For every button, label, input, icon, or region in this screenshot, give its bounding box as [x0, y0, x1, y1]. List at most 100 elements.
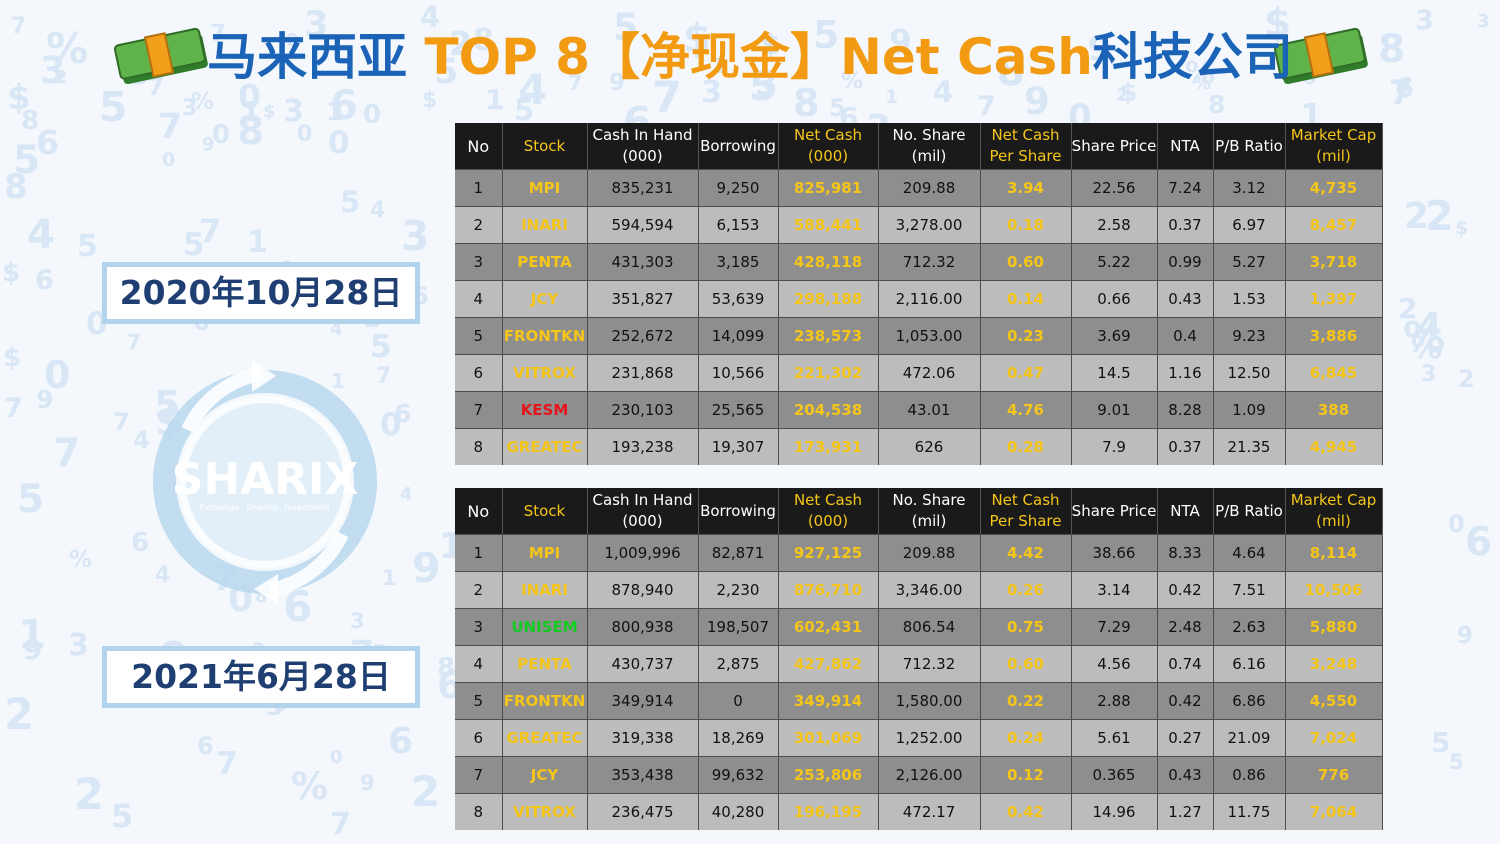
cell-nta: 0.43	[1157, 756, 1214, 794]
logo-tagline: Exchange . Sharing . Investment	[200, 503, 330, 512]
header-line-1: NTA	[1170, 136, 1200, 155]
cell-nta: 0.42	[1157, 682, 1214, 720]
table-row: 1 MPI 1,009,996 82,871 927,125 209.88 4.42 38.6…	[455, 534, 1383, 572]
cell-share-price: 5.22	[1071, 243, 1158, 281]
header-line-1: Net Cash	[793, 491, 863, 509]
cell-stock: KESM	[502, 391, 588, 429]
cell-borrowing: 2,875	[698, 645, 779, 683]
cell-nta: 0.74	[1157, 645, 1214, 683]
cell-no-share: 712.32	[878, 645, 981, 683]
cell-share-price: 2.88	[1071, 682, 1158, 720]
cell-no: 3	[455, 608, 503, 646]
cell-pb-ratio: 9.23	[1213, 317, 1286, 355]
cell-net-cash-per-share: 0.42	[980, 793, 1072, 830]
cell-share-price: 9.01	[1071, 391, 1158, 429]
cell-no: 2	[455, 206, 503, 244]
header-no: No	[455, 488, 503, 535]
header-line-1: Share Price	[1071, 136, 1157, 155]
cell-net-cash: 588,441	[778, 206, 879, 244]
table-header-row: No Stock Cash In Hand (000) Borrowing Net Cas…	[455, 488, 1383, 535]
header-cash-in-hand: Cash In Hand (000)	[587, 488, 699, 535]
header-stock: Stock	[502, 488, 588, 535]
cell-borrowing: 3,185	[698, 243, 779, 281]
cell-no-share: 1,252.00	[878, 719, 981, 757]
header-pb-ratio: P/B Ratio	[1213, 488, 1286, 535]
cell-net-cash-per-share: 0.24	[980, 719, 1072, 757]
cell-borrowing: 198,507	[698, 608, 779, 646]
header-line-1: P/B Ratio	[1215, 136, 1283, 155]
cell-cash-in-hand: 800,938	[587, 608, 699, 646]
cell-pb-ratio: 2.63	[1213, 608, 1286, 646]
header-line-2: (mil)	[1316, 147, 1351, 165]
cell-borrowing: 99,632	[698, 756, 779, 794]
header-stock: Stock	[502, 123, 588, 170]
cell-cash-in-hand: 353,438	[587, 756, 699, 794]
cell-cash-in-hand: 193,238	[587, 428, 699, 465]
cell-share-price: 3.69	[1071, 317, 1158, 355]
cell-net-cash: 876,710	[778, 571, 879, 609]
cell-share-price: 3.14	[1071, 571, 1158, 609]
header-line-1: Cash In Hand	[592, 491, 693, 509]
cell-market-cap: 5,880	[1285, 608, 1383, 646]
cell-share-price: 0.66	[1071, 280, 1158, 318]
cell-borrowing: 18,269	[698, 719, 779, 757]
header-line-1: No. Share	[892, 491, 966, 509]
cell-net-cash-per-share: 0.12	[980, 756, 1072, 794]
sharix-logo: SHARIX Exchange . Sharing . Investment	[153, 360, 377, 604]
cell-net-cash-per-share: 0.28	[980, 428, 1072, 465]
header-line-1: Stock	[523, 136, 566, 155]
cell-share-price: 22.56	[1071, 169, 1158, 207]
cell-market-cap: 3,248	[1285, 645, 1383, 683]
title-part-2: TOP 8【净现金】Net Cash	[424, 28, 1093, 86]
cell-net-cash: 927,125	[778, 534, 879, 572]
cell-no: 6	[455, 719, 503, 757]
header-market-cap: Market Cap (mil)	[1285, 123, 1383, 170]
cell-net-cash: 196,195	[778, 793, 879, 830]
cell-net-cash-per-share: 4.42	[980, 534, 1072, 572]
cell-no-share: 626	[878, 428, 981, 465]
header-line-2: (mil)	[911, 512, 947, 530]
header-line-1: Net Cash	[991, 126, 1060, 144]
cell-pb-ratio: 12.50	[1213, 354, 1286, 392]
cell-market-cap: 4,735	[1285, 169, 1383, 207]
header-line-2: (000)	[622, 147, 663, 165]
table-row: 5 FRONTKN 349,914 0 349,914 1,580.00 0.22 2.88 0…	[455, 682, 1383, 720]
cell-pb-ratio: 21.09	[1213, 719, 1286, 757]
cell-no: 8	[455, 793, 503, 830]
cell-net-cash: 221,302	[778, 354, 879, 392]
cell-nta: 0.42	[1157, 571, 1214, 609]
header-net-cash: Net Cash (000)	[778, 123, 879, 170]
cell-cash-in-hand: 431,303	[587, 243, 699, 281]
cell-pb-ratio: 1.53	[1213, 280, 1286, 318]
header-cash-in-hand: Cash In Hand (000)	[587, 123, 699, 170]
cell-net-cash-per-share: 0.75	[980, 608, 1072, 646]
table-row: 6 GREATEC 319,338 18,269 301,069 1,252.00 0.24…	[455, 719, 1383, 757]
table-row: 2 INARI 878,940 2,230 876,710 3,346.00 0.26 3.1…	[455, 571, 1383, 609]
cell-borrowing: 0	[698, 682, 779, 720]
cell-pb-ratio: 1.09	[1213, 391, 1286, 429]
cell-pb-ratio: 6.16	[1213, 645, 1286, 683]
date-label-2020: 2020年10月28日	[102, 262, 420, 324]
table-row: 5 FRONTKN 252,672 14,099 238,573 1,053.00 0.23…	[455, 317, 1383, 355]
header-line-1: No. Share	[892, 126, 966, 144]
cell-cash-in-hand: 230,103	[587, 391, 699, 429]
net-cash-table-2021: No Stock Cash In Hand (000) Borrowing Net Cas…	[455, 488, 1383, 830]
cell-no-share: 712.32	[878, 243, 981, 281]
cell-net-cash-per-share: 0.47	[980, 354, 1072, 392]
header-line-1: Market Cap	[1290, 126, 1377, 144]
cell-cash-in-hand: 236,475	[587, 793, 699, 830]
cell-cash-in-hand: 594,594	[587, 206, 699, 244]
cell-pb-ratio: 21.35	[1213, 428, 1286, 465]
cell-borrowing: 10,566	[698, 354, 779, 392]
header-line-1: P/B Ratio	[1215, 501, 1283, 520]
cell-net-cash: 253,806	[778, 756, 879, 794]
cell-no-share: 43.01	[878, 391, 981, 429]
cell-pb-ratio: 6.86	[1213, 682, 1286, 720]
cell-stock: INARI	[502, 571, 588, 609]
cell-market-cap: 3,718	[1285, 243, 1383, 281]
cell-stock: MPI	[502, 169, 588, 207]
date-label-2021: 2021年6月28日	[102, 646, 420, 708]
cell-cash-in-hand: 351,827	[587, 280, 699, 318]
header-line-1: Borrowing	[700, 501, 776, 520]
cell-pb-ratio: 3.12	[1213, 169, 1286, 207]
